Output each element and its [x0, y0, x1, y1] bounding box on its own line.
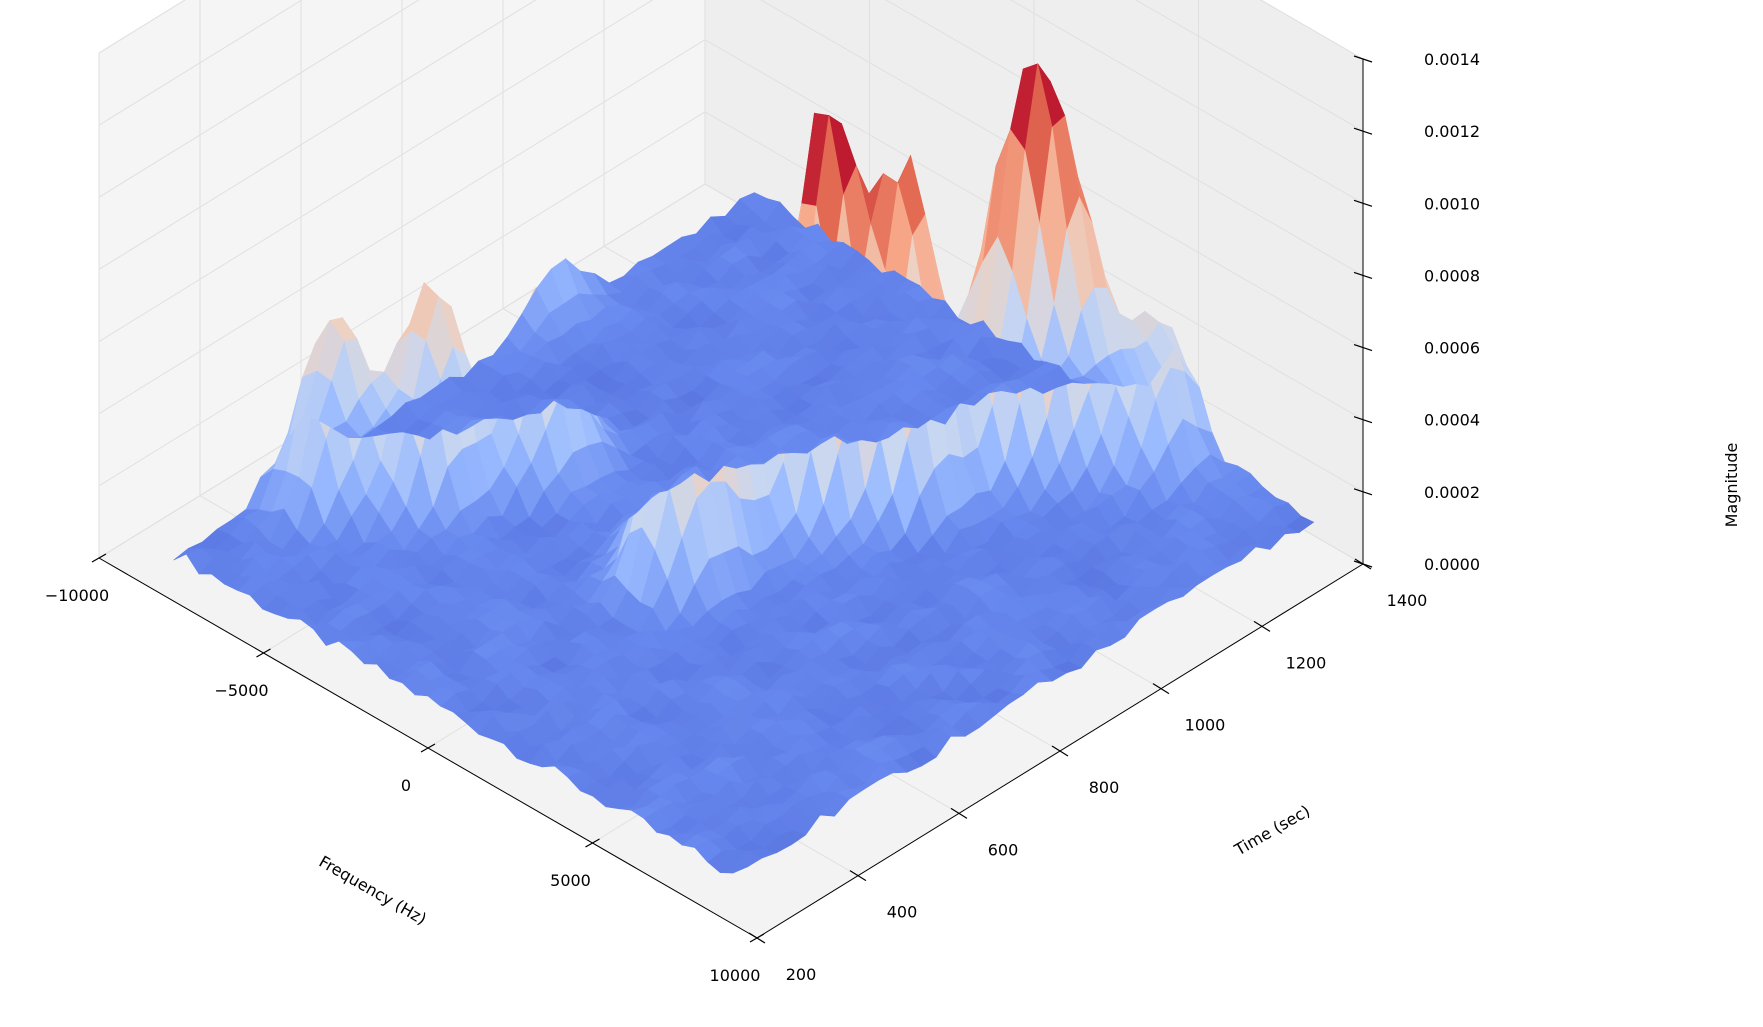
y-tick-label: 200 — [786, 965, 817, 984]
y-tick — [849, 870, 867, 882]
x-tick-label: 0 — [401, 776, 411, 795]
x-tick — [585, 838, 600, 848]
z-tick — [1353, 271, 1373, 279]
tick-labels: −10000 −5000 0 5000 10000 200 400 600 800 1000 120… — [45, 50, 1480, 985]
grid-line — [1134, 0, 1364, 132]
z-tick — [1353, 199, 1373, 207]
grid-line — [1009, 0, 1364, 204]
grid-line — [98, 0, 537, 270]
surface-patch — [739, 192, 768, 211]
z-tick-label: 0.0002 — [1424, 483, 1480, 502]
x-tick — [420, 743, 436, 753]
z-tick — [1353, 127, 1373, 135]
z-tick-label: 0.0000 — [1424, 555, 1480, 574]
x-tick — [256, 648, 271, 658]
z-tick — [1353, 416, 1373, 424]
y-tick — [1253, 620, 1271, 632]
y-axis-label: Time (sec) — [1230, 801, 1313, 860]
x-tick-label: 10000 — [710, 966, 761, 985]
x-tick — [91, 553, 107, 563]
x-tick-label: 5000 — [550, 871, 591, 890]
grid-line — [98, 0, 420, 198]
z-tick — [1353, 560, 1373, 568]
y-tick-label: 600 — [988, 840, 1019, 859]
x-axis-label: Frequency (Hz) — [316, 852, 430, 929]
z-tick-label: 0.0004 — [1424, 411, 1480, 430]
z-tick-label: 0.0010 — [1424, 194, 1480, 213]
z-tick — [1353, 344, 1373, 352]
tick-marks — [91, 55, 1373, 944]
grid-line — [98, 0, 303, 126]
x-tick-label: −5000 — [214, 681, 268, 700]
surface-mesh — [173, 63, 1315, 874]
y-tick-label: 1200 — [1286, 653, 1327, 672]
z-tick-label: 0.0014 — [1424, 50, 1480, 69]
z-tick-label: 0.0008 — [1424, 266, 1480, 285]
y-tick-label: 1000 — [1185, 716, 1226, 735]
y-tick — [1051, 745, 1069, 757]
z-tick-label: 0.0012 — [1424, 122, 1480, 141]
z-axis-label: Magnitude — [1722, 443, 1741, 528]
y-tick — [950, 807, 968, 819]
y-tick-label: 1400 — [1387, 591, 1428, 610]
grid-line — [98, 0, 654, 342]
y-tick-label: 800 — [1089, 778, 1120, 797]
z-tick-label: 0.0006 — [1424, 339, 1480, 358]
grid-line — [98, 111, 706, 487]
y-tick — [748, 932, 766, 944]
x-tick-label: −10000 — [45, 586, 109, 605]
z-tick — [1353, 55, 1373, 63]
y-tick — [1152, 683, 1170, 695]
grid-line — [98, 39, 706, 415]
y-tick-label: 400 — [887, 903, 918, 922]
z-tick — [1353, 488, 1373, 496]
